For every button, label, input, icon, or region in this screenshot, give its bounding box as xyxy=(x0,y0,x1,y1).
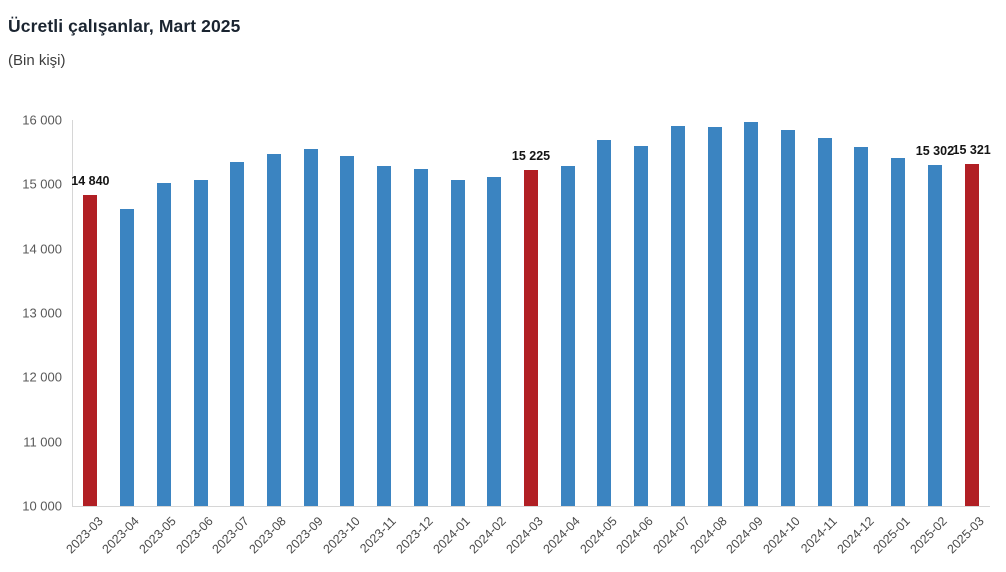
chart-subtitle: (Bin kişi) xyxy=(8,52,66,69)
x-axis-tick-label: 2023-08 xyxy=(246,514,289,557)
bar-2024-10 xyxy=(781,129,796,506)
y-axis-tick-label: 15 000 xyxy=(22,176,62,192)
bar-2023-11 xyxy=(377,165,392,506)
bar-2023-03 xyxy=(83,194,98,506)
page-title: Ücretli çalışanlar, Mart 2025 xyxy=(8,16,241,36)
bar-value-label: 15 302 xyxy=(915,143,955,158)
x-axis-tick-label: 2024-01 xyxy=(430,514,473,557)
x-axis-line xyxy=(72,506,990,507)
bar-value-label: 15 321 xyxy=(952,142,991,157)
x-axis-tick-label: 2024-04 xyxy=(540,514,583,557)
bar-2023-08 xyxy=(266,153,281,506)
bar-2024-08 xyxy=(707,127,722,506)
bar-2023-10 xyxy=(340,156,355,506)
bar-2023-07 xyxy=(230,161,245,506)
x-axis-tick-label: 2024-06 xyxy=(613,514,657,557)
y-axis-line xyxy=(72,120,73,506)
bar-2025-03 xyxy=(964,163,979,506)
x-axis-tick-label: 2024-02 xyxy=(466,514,510,557)
bar-2024-03 xyxy=(524,169,538,506)
x-axis-tick-label: 2024-08 xyxy=(687,514,730,557)
x-axis-tick-label: 2023-03 xyxy=(62,514,106,557)
bar-2024-05 xyxy=(597,140,612,506)
x-axis-tick-label: 2023-11 xyxy=(357,514,400,556)
x-axis-tick-label: 2023-07 xyxy=(209,514,253,557)
x-axis-tick-label: 2024-10 xyxy=(760,514,803,557)
bar-2023-05 xyxy=(156,183,171,506)
y-axis-tick-label: 13 000 xyxy=(22,305,62,321)
x-axis-tick-label: 2024-12 xyxy=(834,514,877,557)
bar-value-label: 15 225 xyxy=(511,148,551,163)
x-axis-tick-label: 2023-12 xyxy=(393,514,436,557)
x-axis-tick-label: 2024-11 xyxy=(797,514,840,556)
bar-2024-07 xyxy=(670,126,685,506)
bar-2023-09 xyxy=(303,149,318,506)
x-axis-tick-label: 2023-09 xyxy=(283,514,326,557)
y-axis-tick-label: 10 000 xyxy=(22,498,62,514)
x-axis-tick-label: 2024-03 xyxy=(503,514,546,557)
bar-value-label: 14 840 xyxy=(71,173,110,188)
bar-2024-02 xyxy=(487,176,502,506)
bar-2023-12 xyxy=(413,169,428,506)
bar-2025-02 xyxy=(927,164,942,506)
y-axis-tick-label: 12 000 xyxy=(22,369,62,385)
x-axis-tick-label: 2023-10 xyxy=(319,514,363,557)
y-axis-tick-label: 14 000 xyxy=(22,241,62,257)
bar-2024-12 xyxy=(854,147,869,506)
x-axis-tick-label: 2024-09 xyxy=(723,514,767,557)
x-axis-tick-label: 2023-04 xyxy=(99,514,142,557)
bar-2025-01 xyxy=(891,157,906,506)
y-axis-tick-label: 11 000 xyxy=(23,434,62,450)
x-axis-tick-label: 2023-06 xyxy=(173,514,216,557)
bar-2023-06 xyxy=(193,180,208,506)
x-axis-tick-label: 2024-05 xyxy=(577,514,620,557)
x-axis-tick-label: 2025-03 xyxy=(944,514,987,557)
bar-2024-09 xyxy=(744,122,759,506)
x-axis-tick-label: 2025-02 xyxy=(907,514,950,557)
y-axis-tick-label: 16 000 xyxy=(22,112,62,128)
bar-2024-06 xyxy=(634,146,649,506)
bar-2023-04 xyxy=(120,208,135,506)
bar-2024-11 xyxy=(817,137,832,506)
bar-2024-04 xyxy=(560,166,575,506)
bar-2024-01 xyxy=(450,180,465,506)
x-axis-tick-label: 2024-07 xyxy=(650,514,693,557)
x-axis-tick-label: 2025-01 xyxy=(870,514,914,557)
x-axis-tick-label: 2023-05 xyxy=(136,514,179,557)
